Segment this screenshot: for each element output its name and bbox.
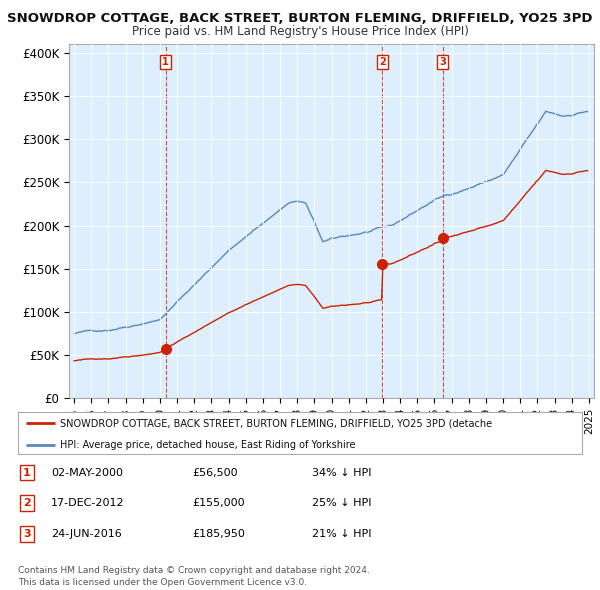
- Text: Contains HM Land Registry data © Crown copyright and database right 2024.: Contains HM Land Registry data © Crown c…: [18, 566, 370, 575]
- Text: Price paid vs. HM Land Registry's House Price Index (HPI): Price paid vs. HM Land Registry's House …: [131, 25, 469, 38]
- Text: 25% ↓ HPI: 25% ↓ HPI: [312, 499, 371, 508]
- Text: 21% ↓ HPI: 21% ↓ HPI: [312, 529, 371, 539]
- Text: 2: 2: [379, 57, 386, 67]
- Text: £155,000: £155,000: [192, 499, 245, 508]
- Text: £185,950: £185,950: [192, 529, 245, 539]
- Text: 34% ↓ HPI: 34% ↓ HPI: [312, 468, 371, 477]
- Text: £56,500: £56,500: [192, 468, 238, 477]
- Text: 1: 1: [23, 468, 31, 477]
- Text: 3: 3: [439, 57, 446, 67]
- Text: 02-MAY-2000: 02-MAY-2000: [51, 468, 123, 477]
- Text: 24-JUN-2016: 24-JUN-2016: [51, 529, 122, 539]
- Text: HPI: Average price, detached house, East Riding of Yorkshire: HPI: Average price, detached house, East…: [60, 440, 356, 450]
- Text: This data is licensed under the Open Government Licence v3.0.: This data is licensed under the Open Gov…: [18, 578, 307, 587]
- Text: 17-DEC-2012: 17-DEC-2012: [51, 499, 125, 508]
- Text: 2: 2: [23, 499, 31, 508]
- Text: 3: 3: [23, 529, 31, 539]
- Text: SNOWDROP COTTAGE, BACK STREET, BURTON FLEMING, DRIFFIELD, YO25 3PD (detache: SNOWDROP COTTAGE, BACK STREET, BURTON FL…: [60, 418, 493, 428]
- Text: SNOWDROP COTTAGE, BACK STREET, BURTON FLEMING, DRIFFIELD, YO25 3PD: SNOWDROP COTTAGE, BACK STREET, BURTON FL…: [7, 12, 593, 25]
- Text: 1: 1: [163, 57, 169, 67]
